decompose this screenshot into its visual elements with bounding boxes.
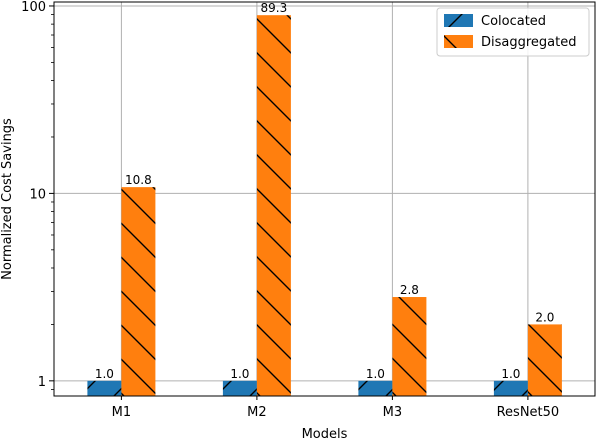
axis-ticks: M1 M2 M3 ResNet50 1 10 100 [21,0,559,420]
bar-value-label: 2.8 [400,283,419,297]
legend-label-colocated: Colocated [481,14,546,29]
bar-value-label: 10.8 [125,173,152,187]
legend-swatch-colocated [444,14,473,27]
bar-value-label: 89.3 [261,1,288,15]
legend-swatch-disaggregated [444,35,473,48]
y-tick-label: 10 [29,187,46,202]
bar-disaggregated-m2 [256,15,291,396]
bar-value-labels: 1.0 1.0 1.0 1.0 10.8 89.3 2.8 2.0 [95,1,555,381]
bar-value-label: 2.0 [535,310,554,324]
legend-box [436,7,590,57]
bar-colocated-resnet50 [493,380,528,396]
bars [87,15,562,396]
y-axis-title: Normalized Cost Savings [0,118,15,280]
legend: Colocated Disaggregated [436,7,590,57]
x-axis-title: Models [302,427,348,442]
bar-colocated-m3 [358,380,393,396]
y-tick-label: 100 [21,0,46,15]
bar-disaggregated-m3 [392,297,427,396]
plot-frame [53,1,596,397]
bar-disaggregated-resnet50 [527,324,562,396]
bar-disaggregated-m1 [121,187,156,396]
bar-colocated-m1 [87,380,122,396]
bar-value-label: 1.0 [366,367,385,381]
bar-colocated-m2 [222,380,257,396]
bar-value-label: 1.0 [95,367,114,381]
x-tick-label: M2 [247,405,267,420]
bar-value-label: 1.0 [501,367,520,381]
legend-label-disaggregated: Disaggregated [481,35,577,50]
x-tick-label: M3 [383,405,403,420]
x-tick-label: M1 [112,405,132,420]
y-tick-label: 1 [38,375,46,390]
bar-value-label: 1.0 [230,367,249,381]
x-tick-label: ResNet50 [497,405,560,420]
